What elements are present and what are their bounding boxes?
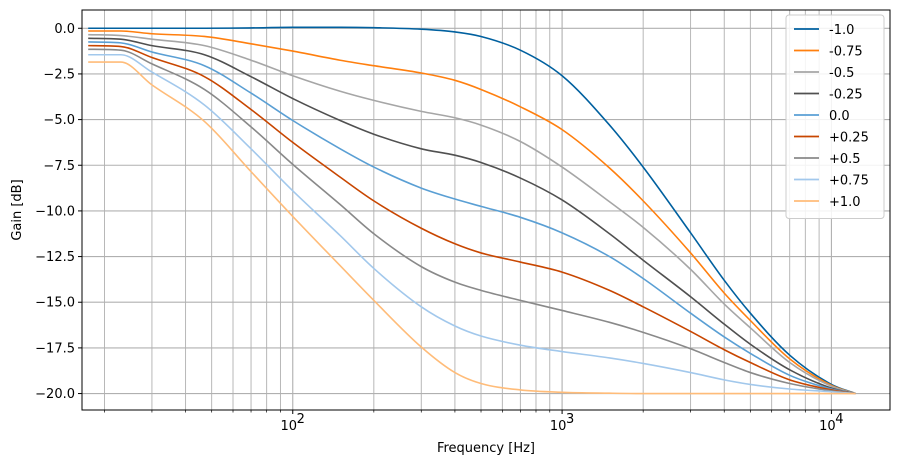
x-tick-exponent: 3 <box>566 412 574 427</box>
series-line <box>88 33 856 395</box>
y-axis-label: Gain [dB] <box>10 179 25 240</box>
plot-background <box>82 10 890 410</box>
series-line <box>88 61 856 395</box>
series-line <box>88 48 856 395</box>
x-axis-label: Frequency [Hz] <box>437 441 535 456</box>
series-line <box>88 41 856 395</box>
y-tick-label: −17.5 <box>35 341 75 356</box>
y-tick-label: −12.5 <box>35 250 75 265</box>
series-layer <box>88 26 856 395</box>
legend-label: -0.75 <box>829 45 863 60</box>
legend-label: +1.0 <box>829 195 861 210</box>
y-tick-label: −10.0 <box>35 204 75 219</box>
plot-frame <box>81 9 891 411</box>
x-tick-exponent: 4 <box>835 412 843 427</box>
x-tick-label: 10 <box>550 419 567 434</box>
legend-label: 0.0 <box>829 109 850 124</box>
series-line <box>88 30 856 395</box>
series-line <box>88 44 856 395</box>
legend-label: -0.25 <box>829 88 863 103</box>
y-tick-label: −7.5 <box>43 159 75 174</box>
legend-label: -0.5 <box>829 66 854 81</box>
ticks-layer: 0.0 −2.5 −5.0 −7.5 −10.0 −12.5 −15.0 −17.5 −20.0… <box>35 22 843 434</box>
x-tick-label: 10 <box>819 419 836 434</box>
y-tick-label: −2.5 <box>43 67 75 82</box>
series-line <box>88 26 856 395</box>
legend-label: -1.0 <box>829 23 854 38</box>
legend-box <box>785 14 885 219</box>
y-tick-label: −15.0 <box>35 296 75 311</box>
series-line <box>88 53 856 395</box>
legend-label: +0.5 <box>829 152 861 167</box>
y-tick-label: 0.0 <box>54 22 75 37</box>
legend-label: +0.75 <box>829 174 869 189</box>
y-tick-label: −20.0 <box>35 387 75 402</box>
legend-label: +0.25 <box>829 131 869 146</box>
y-tick-label: −5.0 <box>43 113 75 128</box>
series-line <box>88 37 856 395</box>
x-tick-label: 10 <box>280 419 297 434</box>
legend: -1.0 -0.75 -0.5 -0.25 0.0 +0.25 +0.5 +0.75 +1.0 <box>785 14 885 219</box>
x-tick-exponent: 2 <box>297 412 305 427</box>
